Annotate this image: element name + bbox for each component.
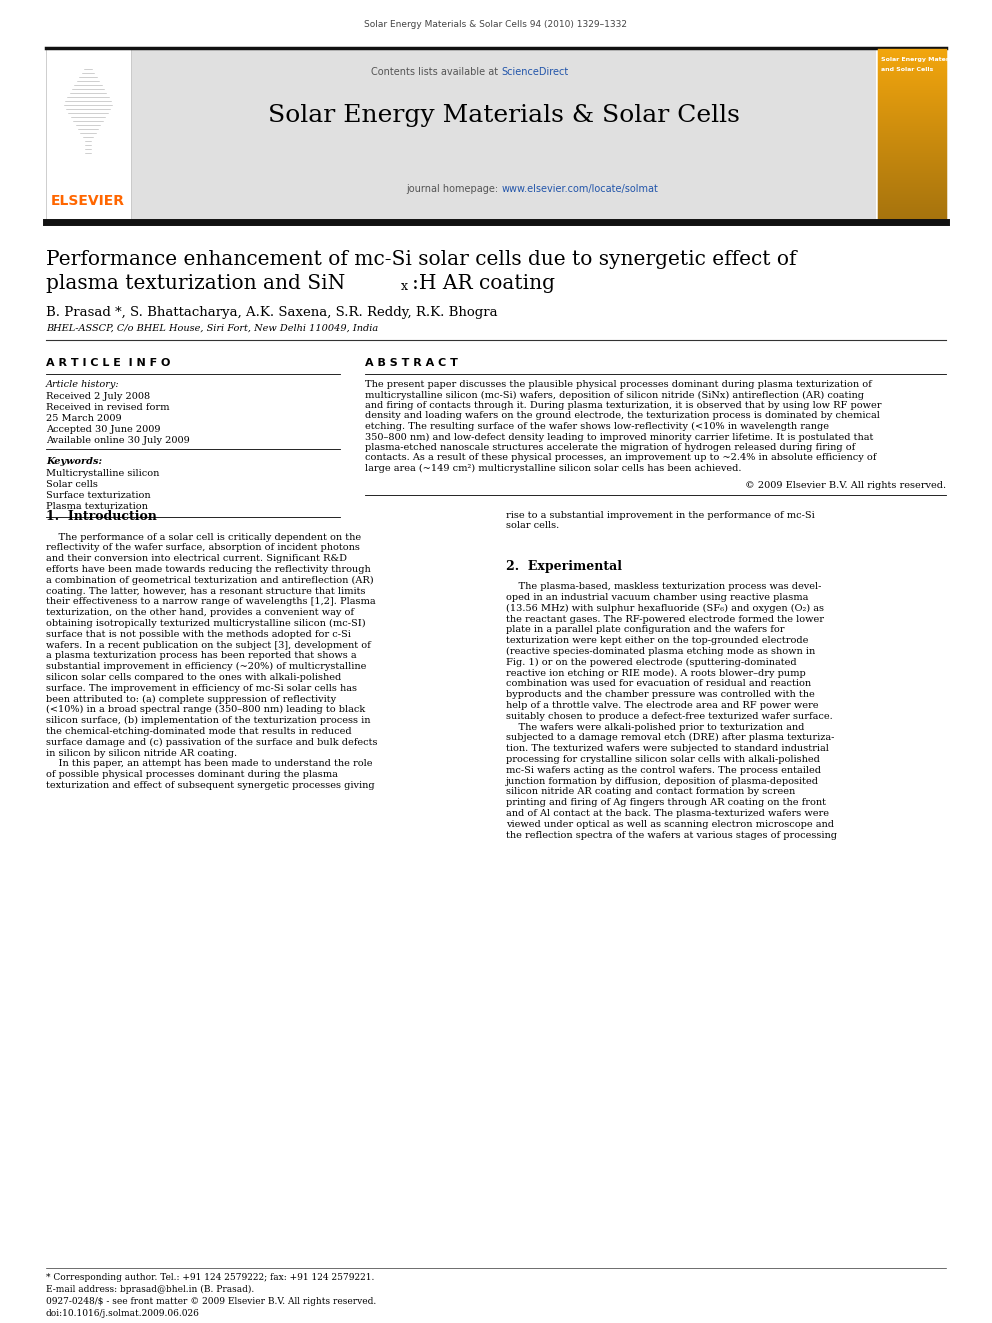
Text: plasma-etched nanoscale structures accelerate the migration of hydrogen released: plasma-etched nanoscale structures accel…: [365, 443, 855, 452]
Text: Contents lists available at: Contents lists available at: [371, 67, 502, 77]
Text: suitably chosen to produce a defect-free texturized wafer surface.: suitably chosen to produce a defect-free…: [506, 712, 832, 721]
Text: wafers. In a recent publication on the subject [3], development of: wafers. In a recent publication on the s…: [46, 640, 371, 650]
Text: Fig. 1) or on the powered electrode (sputtering-dominated: Fig. 1) or on the powered electrode (spu…: [506, 658, 797, 667]
Text: been attributed to: (a) complete suppression of reflectivity: been attributed to: (a) complete suppres…: [46, 695, 336, 704]
Text: tion. The texturized wafers were subjected to standard industrial: tion. The texturized wafers were subject…: [506, 744, 829, 753]
Text: density and loading wafers on the ground electrode, the texturization process is: density and loading wafers on the ground…: [365, 411, 880, 421]
Text: E-mail address: bprasad@bhel.in (B. Prasad).: E-mail address: bprasad@bhel.in (B. Pras…: [46, 1285, 254, 1294]
Text: their effectiveness to a narrow range of wavelengths [1,2]. Plasma: their effectiveness to a narrow range of…: [46, 597, 376, 606]
Text: surface that is not possible with the methods adopted for c-Si: surface that is not possible with the me…: [46, 630, 351, 639]
Text: contacts. As a result of these physical processes, an improvement up to ~2.4% in: contacts. As a result of these physical …: [365, 454, 876, 463]
Text: ELSEVIER: ELSEVIER: [51, 194, 125, 208]
Text: the reflection spectra of the wafers at various stages of processing: the reflection spectra of the wafers at …: [506, 831, 837, 840]
Text: :H AR coating: :H AR coating: [412, 274, 555, 292]
Text: Multicrystalline silicon: Multicrystalline silicon: [46, 468, 160, 478]
Text: In this paper, an attempt has been made to understand the role: In this paper, an attempt has been made …: [46, 759, 373, 769]
Text: and firing of contacts through it. During plasma texturization, it is observed t: and firing of contacts through it. Durin…: [365, 401, 882, 410]
Text: and of Al contact at the back. The plasma-texturized wafers were: and of Al contact at the back. The plasm…: [506, 808, 829, 818]
Text: a plasma texturization process has been reported that shows a: a plasma texturization process has been …: [46, 651, 357, 660]
Text: etching. The resulting surface of the wafer shows low-reflectivity (<10% in wave: etching. The resulting surface of the wa…: [365, 422, 829, 431]
Text: doi:10.1016/j.solmat.2009.06.026: doi:10.1016/j.solmat.2009.06.026: [46, 1308, 199, 1318]
Text: multicrystalline silicon (mc-Si) wafers, deposition of silicon nitride (SiNx) an: multicrystalline silicon (mc-Si) wafers,…: [365, 390, 864, 400]
Text: 350–800 nm) and low-defect density leading to improved minority carrier lifetime: 350–800 nm) and low-defect density leadi…: [365, 433, 873, 442]
Text: combination was used for evacuation of residual and reaction: combination was used for evacuation of r…: [506, 679, 811, 688]
Text: (reactive species-dominated plasma etching mode as shown in: (reactive species-dominated plasma etchi…: [506, 647, 815, 656]
Text: plate in a parallel plate configuration and the wafers for: plate in a parallel plate configuration …: [506, 626, 785, 634]
Text: www.elsevier.com/locate/solmat: www.elsevier.com/locate/solmat: [502, 184, 659, 194]
Text: 1.  Introduction: 1. Introduction: [46, 511, 157, 524]
Text: junction formation by diffusion, deposition of plasma-deposited: junction formation by diffusion, deposit…: [506, 777, 819, 786]
Text: and their conversion into electrical current. Significant R&D: and their conversion into electrical cur…: [46, 554, 347, 564]
Text: coating. The latter, however, has a resonant structure that limits: coating. The latter, however, has a reso…: [46, 586, 365, 595]
Text: journal homepage:: journal homepage:: [407, 184, 502, 194]
Text: reactive ion etching or RIE mode). A roots blower–dry pump: reactive ion etching or RIE mode). A roo…: [506, 668, 806, 677]
Text: subjected to a damage removal etch (DRE) after plasma texturiza-: subjected to a damage removal etch (DRE)…: [506, 733, 834, 742]
Text: Solar Energy Materials: Solar Energy Materials: [881, 57, 961, 62]
Text: B. Prasad *, S. Bhattacharya, A.K. Saxena, S.R. Reddy, R.K. Bhogra: B. Prasad *, S. Bhattacharya, A.K. Saxen…: [46, 306, 498, 319]
Text: surface. The improvement in efficiency of mc-Si solar cells has: surface. The improvement in efficiency o…: [46, 684, 357, 693]
Text: oped in an industrial vacuum chamber using reactive plasma: oped in an industrial vacuum chamber usi…: [506, 593, 808, 602]
Text: 25 March 2009: 25 March 2009: [46, 414, 122, 423]
Text: texturization were kept either on the top-grounded electrode: texturization were kept either on the to…: [506, 636, 808, 646]
Text: * Corresponding author. Tel.: +91 124 2579222; fax: +91 124 2579221.: * Corresponding author. Tel.: +91 124 25…: [46, 1273, 374, 1282]
Text: 2.  Experimental: 2. Experimental: [506, 560, 622, 573]
Text: ScienceDirect: ScienceDirect: [502, 67, 568, 77]
Text: A R T I C L E  I N F O: A R T I C L E I N F O: [46, 359, 171, 368]
Text: silicon nitride AR coating and contact formation by screen: silicon nitride AR coating and contact f…: [506, 787, 796, 796]
Bar: [131, 49, 876, 220]
Text: silicon surface, (b) implementation of the texturization process in: silicon surface, (b) implementation of t…: [46, 716, 370, 725]
Text: the reactant gases. The RF-powered electrode formed the lower: the reactant gases. The RF-powered elect…: [506, 614, 824, 623]
Text: x: x: [401, 280, 408, 292]
Text: Solar Energy Materials & Solar Cells: Solar Energy Materials & Solar Cells: [268, 105, 739, 127]
Text: © 2009 Elsevier B.V. All rights reserved.: © 2009 Elsevier B.V. All rights reserved…: [745, 480, 946, 490]
Text: Received 2 July 2008: Received 2 July 2008: [46, 392, 150, 401]
Text: Solar Energy Materials & Solar Cells 94 (2010) 1329–1332: Solar Energy Materials & Solar Cells 94 …: [364, 20, 628, 29]
Text: viewed under optical as well as scanning electron microscope and: viewed under optical as well as scanning…: [506, 820, 834, 828]
Text: surface damage and (c) passivation of the surface and bulk defects: surface damage and (c) passivation of th…: [46, 738, 378, 746]
Text: and Solar Cells: and Solar Cells: [881, 67, 933, 71]
Text: printing and firing of Ag fingers through AR coating on the front: printing and firing of Ag fingers throug…: [506, 798, 826, 807]
Text: Plasma texturization: Plasma texturization: [46, 501, 148, 511]
Text: Keywords:: Keywords:: [46, 456, 102, 466]
Bar: [46, 49, 131, 220]
Text: in silicon by silicon nitride AR coating.: in silicon by silicon nitride AR coating…: [46, 749, 237, 758]
Text: efforts have been made towards reducing the reflectivity through: efforts have been made towards reducing …: [46, 565, 371, 574]
Text: large area (~149 cm²) multicrystalline silicon solar cells has been achieved.: large area (~149 cm²) multicrystalline s…: [365, 464, 741, 474]
Text: mc-Si wafers acting as the control wafers. The process entailed: mc-Si wafers acting as the control wafer…: [506, 766, 821, 775]
Text: obtaining isotropically texturized multicrystalline silicon (mc-SI): obtaining isotropically texturized multi…: [46, 619, 366, 628]
Text: a combination of geometrical texturization and antireflection (AR): a combination of geometrical texturizati…: [46, 576, 374, 585]
Text: texturization, on the other hand, provides a convenient way of: texturization, on the other hand, provid…: [46, 609, 354, 617]
Text: silicon solar cells compared to the ones with alkali-polished: silicon solar cells compared to the ones…: [46, 673, 341, 681]
Text: The performance of a solar cell is critically dependent on the: The performance of a solar cell is criti…: [46, 532, 361, 541]
Text: (<10%) in a broad spectral range (350–800 nm) leading to black: (<10%) in a broad spectral range (350–80…: [46, 705, 365, 714]
Text: BHEL-ASSCP, C/o BHEL House, Siri Fort, New Delhi 110049, India: BHEL-ASSCP, C/o BHEL House, Siri Fort, N…: [46, 324, 378, 333]
Text: rise to a substantial improvement in the performance of mc-Si: rise to a substantial improvement in the…: [506, 511, 814, 520]
Text: The wafers were alkali-polished prior to texturization and: The wafers were alkali-polished prior to…: [506, 722, 805, 732]
Text: Performance enhancement of mc-Si solar cells due to synergetic effect of: Performance enhancement of mc-Si solar c…: [46, 250, 797, 269]
Text: byproducts and the chamber pressure was controlled with the: byproducts and the chamber pressure was …: [506, 691, 814, 699]
Text: Article history:: Article history:: [46, 380, 120, 389]
Text: the chemical-etching-dominated mode that results in reduced: the chemical-etching-dominated mode that…: [46, 726, 351, 736]
Text: solar cells.: solar cells.: [506, 521, 559, 531]
Text: Available online 30 July 2009: Available online 30 July 2009: [46, 437, 189, 445]
Text: The present paper discusses the plausible physical processes dominant during pla: The present paper discusses the plausibl…: [365, 380, 872, 389]
Text: Surface texturization: Surface texturization: [46, 491, 151, 500]
Text: substantial improvement in efficiency (~20%) of multicrystalline: substantial improvement in efficiency (~…: [46, 662, 366, 671]
Text: A B S T R A C T: A B S T R A C T: [365, 359, 458, 368]
Text: help of a throttle valve. The electrode area and RF power were: help of a throttle valve. The electrode …: [506, 701, 818, 710]
Text: texturization and effect of subsequent synergetic processes giving: texturization and effect of subsequent s…: [46, 781, 375, 790]
Text: Received in revised form: Received in revised form: [46, 404, 170, 411]
Text: of possible physical processes dominant during the plasma: of possible physical processes dominant …: [46, 770, 338, 779]
Text: processing for crystalline silicon solar cells with alkali-polished: processing for crystalline silicon solar…: [506, 755, 819, 763]
Text: (13.56 MHz) with sulphur hexafluoride (SF₆) and oxygen (O₂) as: (13.56 MHz) with sulphur hexafluoride (S…: [506, 603, 824, 613]
Text: The plasma-based, maskless texturization process was devel-: The plasma-based, maskless texturization…: [506, 582, 821, 591]
Text: 0927-0248/$ - see front matter © 2009 Elsevier B.V. All rights reserved.: 0927-0248/$ - see front matter © 2009 El…: [46, 1297, 376, 1306]
Text: reflectivity of the wafer surface, absorption of incident photons: reflectivity of the wafer surface, absor…: [46, 544, 360, 552]
Text: Accepted 30 June 2009: Accepted 30 June 2009: [46, 425, 161, 434]
Bar: [878, 49, 946, 220]
Text: plasma texturization and SiN: plasma texturization and SiN: [46, 274, 345, 292]
Text: Solar cells: Solar cells: [46, 480, 98, 490]
